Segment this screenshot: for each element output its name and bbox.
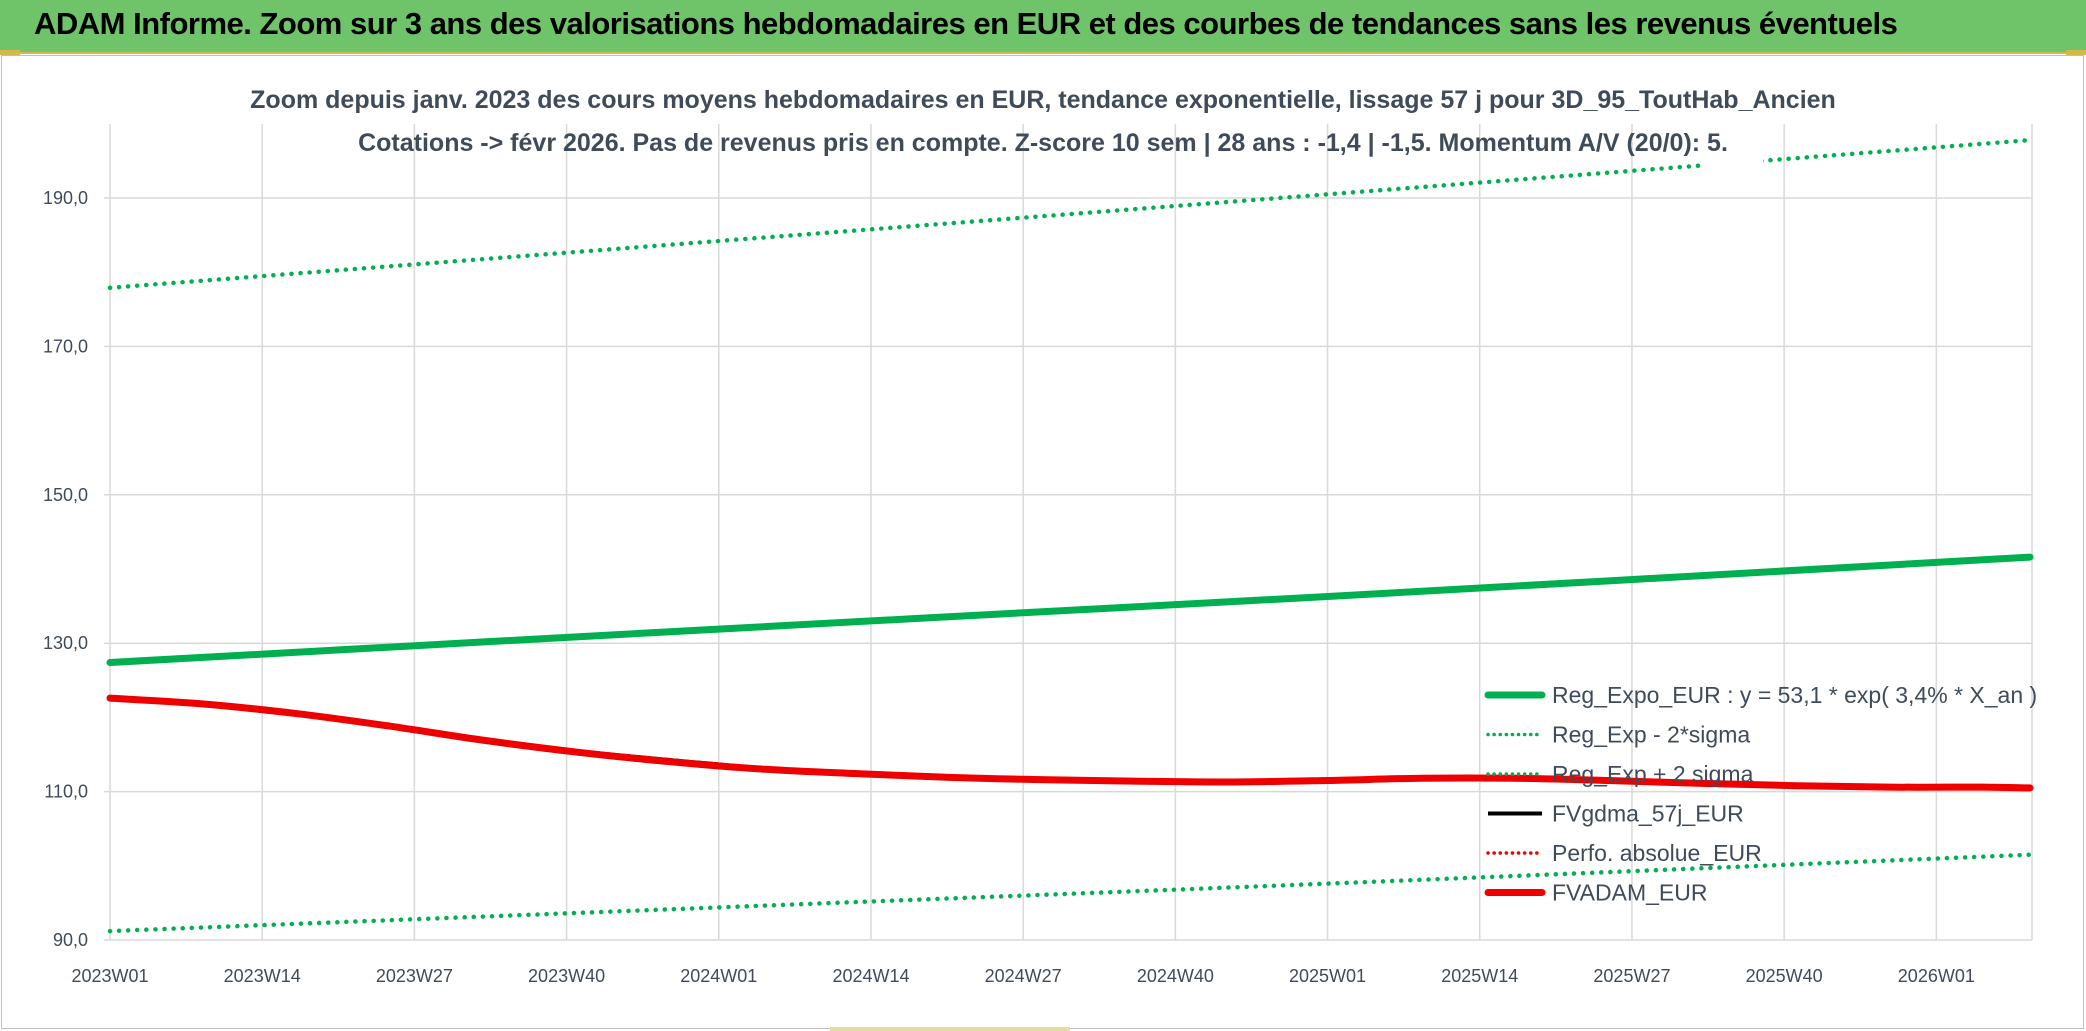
x-tick-label: 2025W40: [1746, 966, 1823, 986]
banner-corner-right: [2066, 50, 2086, 55]
y-tick-label: 90,0: [53, 930, 88, 950]
y-tick-label: 110,0: [44, 782, 88, 802]
chart-grid: [104, 124, 2033, 941]
series-line-0: [106, 553, 2034, 666]
x-tick-label: 2023W40: [528, 966, 605, 986]
y-tick-label: 150,0: [43, 485, 88, 505]
y-axis-ticks: 90,0 110,0 130,0 150,0 170,0 190,0: [43, 188, 88, 950]
legend-label: Reg_Exp - 2*sigma: [1552, 722, 1750, 748]
x-tick-label: 2026W01: [1898, 966, 1975, 986]
chart-legend: Reg_Expo_EUR : y = 53,1 * exp( 3,4% * X_…: [1484, 682, 2037, 906]
x-tick-label: 2024W27: [985, 966, 1062, 986]
legend-label: FVgdma_57j_EUR: [1552, 801, 1744, 827]
legend-label: FVADAM_EUR: [1552, 880, 1708, 906]
x-tick-label: 2024W14: [832, 966, 909, 986]
x-axis-ticks: 2023W01 2023W14 2023W27 2023W40 2024W01 2024W…: [71, 966, 1974, 986]
x-tick-label: 2023W14: [224, 966, 301, 986]
subtitle-mask: [1703, 142, 1763, 172]
chart-title: Zoom depuis janv. 2023 des cours moyens …: [250, 86, 1836, 114]
legend-label: Reg_Expo_EUR : y = 53,1 * exp( 3,4% * X_…: [1552, 682, 2037, 708]
bottom-marker: [830, 1027, 1070, 1031]
chart-series: [106, 137, 2034, 934]
chart-subtitle: Cotations -> févr 2026. Pas de revenus p…: [358, 129, 1728, 157]
series-line-5: [106, 694, 2034, 792]
y-tick-label: 130,0: [43, 633, 88, 653]
x-tick-label: 2025W14: [1441, 966, 1518, 986]
y-tick-label: 170,0: [43, 336, 88, 356]
y-tick-label: 190,0: [43, 188, 88, 208]
report-banner: ADAM Informe. Zoom sur 3 ans des valoris…: [0, 0, 2086, 54]
x-tick-label: 2025W01: [1289, 966, 1366, 986]
banner-corner-left: [0, 50, 20, 55]
series-line-1: [107, 852, 2033, 934]
x-tick-label: 2024W40: [1137, 966, 1214, 986]
x-tick-label: 2023W01: [71, 966, 148, 986]
x-tick-label: 2024W01: [680, 966, 757, 986]
legend-label: Perfo. absolue_EUR: [1552, 840, 1762, 866]
x-tick-label: 2025W27: [1593, 966, 1670, 986]
legend-label: Reg_Exp + 2 sigma: [1552, 761, 1754, 787]
report-title: ADAM Informe. Zoom sur 3 ans des valoris…: [34, 6, 1898, 41]
x-tick-label: 2023W27: [376, 966, 453, 986]
